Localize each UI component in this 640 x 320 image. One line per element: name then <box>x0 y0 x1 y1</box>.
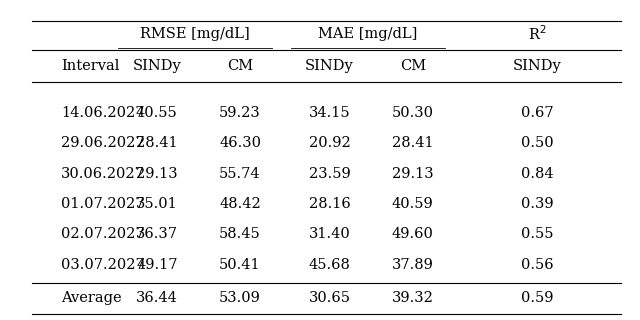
Text: 14.06.2027: 14.06.2027 <box>61 106 144 120</box>
Text: 28.16: 28.16 <box>308 197 351 211</box>
Text: 0.55: 0.55 <box>522 228 554 241</box>
Text: 01.07.2027: 01.07.2027 <box>61 197 144 211</box>
Text: 49.60: 49.60 <box>392 228 434 241</box>
Text: MAE [mg/dL]: MAE [mg/dL] <box>318 27 418 41</box>
Text: 59.23: 59.23 <box>219 106 261 120</box>
Text: 50.41: 50.41 <box>219 258 261 272</box>
Text: 0.84: 0.84 <box>522 167 554 180</box>
Text: 34.15: 34.15 <box>308 106 351 120</box>
Text: 37.89: 37.89 <box>392 258 434 272</box>
Text: 36.37: 36.37 <box>136 228 178 241</box>
Text: RMSE [mg/dL]: RMSE [mg/dL] <box>140 27 250 41</box>
Text: 45.68: 45.68 <box>308 258 351 272</box>
Text: 0.67: 0.67 <box>522 106 554 120</box>
Text: 02.07.2027: 02.07.2027 <box>61 228 145 241</box>
Text: 0.59: 0.59 <box>522 291 554 305</box>
Text: 30.06.2027: 30.06.2027 <box>61 167 145 180</box>
Text: 48.42: 48.42 <box>219 197 261 211</box>
Text: 29.13: 29.13 <box>136 167 178 180</box>
Text: 0.39: 0.39 <box>522 197 554 211</box>
Text: SINDy: SINDy <box>132 59 181 73</box>
Text: 36.44: 36.44 <box>136 291 178 305</box>
Text: 40.55: 40.55 <box>136 106 178 120</box>
Text: Interval: Interval <box>61 59 119 73</box>
Text: 29.13: 29.13 <box>392 167 434 180</box>
Text: CM: CM <box>400 59 426 73</box>
Text: 40.59: 40.59 <box>392 197 434 211</box>
Text: 20.92: 20.92 <box>308 136 351 150</box>
Text: SINDy: SINDy <box>513 59 562 73</box>
Text: R$^2$: R$^2$ <box>529 24 547 43</box>
Text: 46.30: 46.30 <box>219 136 261 150</box>
Text: 55.74: 55.74 <box>219 167 261 180</box>
Text: 50.30: 50.30 <box>392 106 434 120</box>
Text: 0.56: 0.56 <box>522 258 554 272</box>
Text: Average: Average <box>61 291 122 305</box>
Text: 29.06.2027: 29.06.2027 <box>61 136 145 150</box>
Text: 28.41: 28.41 <box>392 136 434 150</box>
Text: 49.17: 49.17 <box>136 258 177 272</box>
Text: 30.65: 30.65 <box>308 291 351 305</box>
Text: 53.09: 53.09 <box>219 291 261 305</box>
Text: CM: CM <box>227 59 253 73</box>
Text: 23.59: 23.59 <box>308 167 351 180</box>
Text: 39.32: 39.32 <box>392 291 434 305</box>
Text: 58.45: 58.45 <box>219 228 261 241</box>
Text: SINDy: SINDy <box>305 59 354 73</box>
Text: 03.07.2027: 03.07.2027 <box>61 258 145 272</box>
Text: 28.41: 28.41 <box>136 136 178 150</box>
Text: 35.01: 35.01 <box>136 197 178 211</box>
Text: 0.50: 0.50 <box>522 136 554 150</box>
Text: 31.40: 31.40 <box>308 228 351 241</box>
